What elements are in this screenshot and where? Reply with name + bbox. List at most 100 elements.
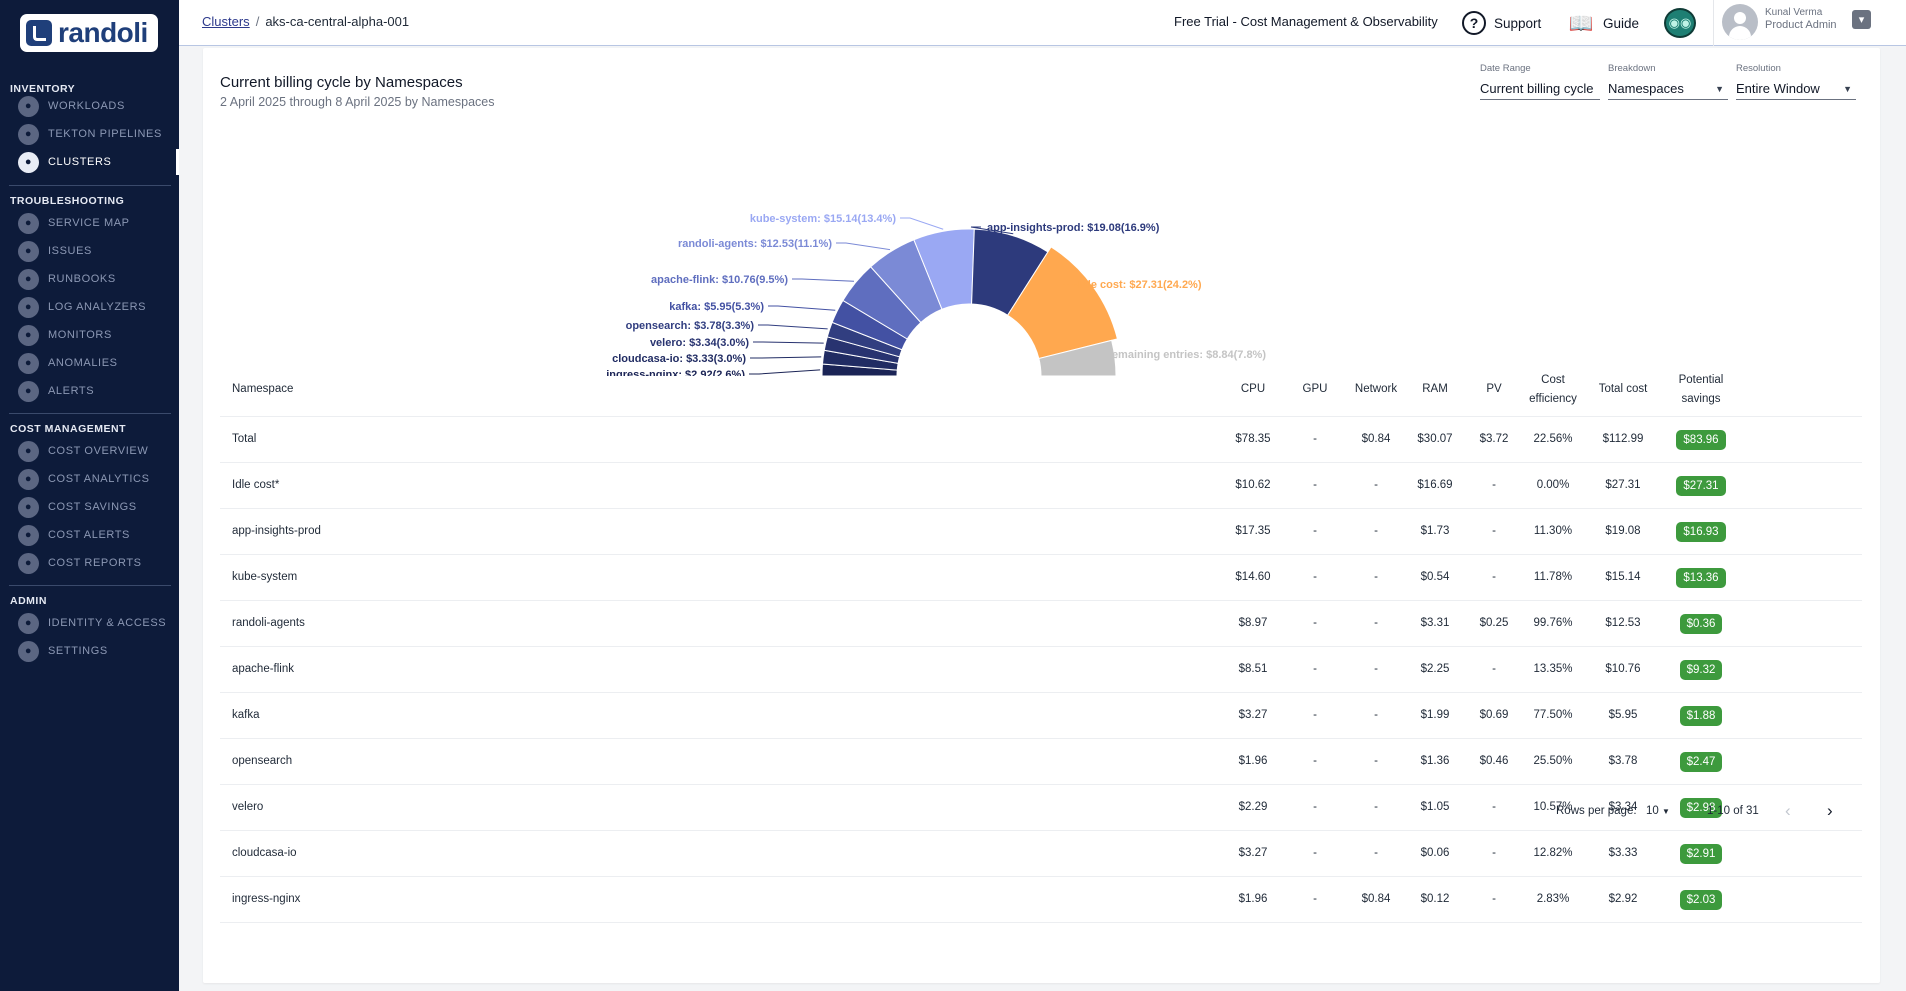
sidebar-item-label: TEKTON PIPELINES <box>48 128 162 140</box>
table-cell: $0.84 <box>1361 893 1391 905</box>
savings-badge: $9.32 <box>1679 659 1723 680</box>
table-cell: $1.99 <box>1420 709 1450 721</box>
pie-label-connector <box>1061 283 1095 286</box>
user-menu-chevron-icon[interactable]: ▾ <box>1852 10 1871 29</box>
pie-slice-idle-cost[interactable] <box>1006 246 1119 360</box>
sidebar-item-identity-access[interactable]: ● IDENTITY & ACCESS <box>0 610 179 636</box>
resolution-label: Resolution <box>1736 63 1781 74</box>
sidebar-item-label: ISSUES <box>48 245 92 257</box>
table-cell: - <box>1492 893 1496 905</box>
sidebar-item-workloads[interactable]: ● WORKLOADS <box>0 93 179 119</box>
table-row[interactable]: app-insights-prod $17.35 - - $1.73 - 11.30% $19… <box>220 509 1862 555</box>
table-cell: - <box>1492 847 1496 859</box>
sidebar-item-label: COST SAVINGS <box>48 501 137 513</box>
table-cell: - <box>1313 893 1317 905</box>
resolution-select[interactable]: Resolution Entire Window ▼ <box>1736 63 1856 100</box>
table-cell: kafka <box>232 709 260 721</box>
sidebar-item-issues[interactable]: ● ISSUES <box>0 238 179 264</box>
user-avatar[interactable] <box>1722 4 1758 40</box>
table-row[interactable]: Total $78.35 - $0.84 $30.07 $3.72 22.56% $112.9… <box>220 417 1862 463</box>
table-cell: $3.27 <box>1238 847 1268 859</box>
breakdown-select[interactable]: Breakdown Namespaces ▼ <box>1608 63 1728 100</box>
table-row[interactable]: kube-system $14.60 - - $0.54 - 11.78% $15.14 $13… <box>220 555 1862 601</box>
table-cell: app-insights-prod <box>232 525 321 537</box>
table-header-row: Namespace CPU GPU Network RAM PV Cost efficien… <box>220 363 1862 417</box>
table-row[interactable]: cloudcasa-io $3.27 - - $0.06 - 12.82% $3.33 $2.9… <box>220 831 1862 877</box>
issues-icon: ● <box>18 240 39 262</box>
sidebar-item-cost-savings[interactable]: ● COST SAVINGS <box>0 494 179 520</box>
nav-divider <box>9 413 171 414</box>
pie-slice-remaining-entries[interactable] <box>1038 339 1117 376</box>
sidebar-item-label: COST REPORTS <box>48 557 142 569</box>
sidebar-item-label: CLUSTERS <box>48 156 112 168</box>
sidebar-item-anomalies[interactable]: ● ANOMALIES <box>0 350 179 376</box>
savings-badge: $2.03 <box>1679 889 1723 910</box>
previous-page-button[interactable]: ‹ <box>1785 801 1791 820</box>
table-row[interactable]: opensearch $1.96 - - $1.36 $0.46 25.50% $3.78 $2… <box>220 739 1862 785</box>
sidebar-item-label: COST ANALYTICS <box>48 473 150 485</box>
savings-badge: $1.88 <box>1679 705 1723 726</box>
rows-per-page-select[interactable]: 10 ▼ <box>1646 805 1670 817</box>
sidebar-item-cost-reports[interactable]: ● COST REPORTS <box>0 550 179 576</box>
sidebar-item-alerts[interactable]: ● ALERTS <box>0 378 179 404</box>
sidebar-item-label: COST ALERTS <box>48 529 130 541</box>
sidebar-item-cost-analytics[interactable]: ● COST ANALYTICS <box>0 466 179 492</box>
pie-label-connector <box>753 341 824 344</box>
table-row[interactable]: velero $2.29 - - $1.05 - 10.57% $3.34 $2.98 <box>220 785 1862 831</box>
sidebar-item-runbooks[interactable]: ● RUNBOOKS <box>0 266 179 292</box>
table-cell: $0.36 <box>1666 601 1736 646</box>
table-row[interactable]: ingress-nginx $1.96 - $0.84 $0.12 - 2.83% $2.92… <box>220 877 1862 923</box>
table-row[interactable]: apache-flink $8.51 - - $2.25 - 13.35% $10.76 $9.… <box>220 647 1862 693</box>
sidebar-item-label: SETTINGS <box>48 645 108 657</box>
table-row[interactable]: randoli-agents $8.97 - - $3.31 $0.25 99.76% $12… <box>220 601 1862 647</box>
table-cell: - <box>1374 801 1378 813</box>
table-cell: $83.96 <box>1666 417 1736 462</box>
sidebar-item-monitors[interactable]: ● MONITORS <box>0 322 179 348</box>
support-button[interactable]: ? Support <box>1462 9 1541 37</box>
date-range-select[interactable]: Date Range Current billing cycle <box>1480 63 1600 100</box>
sidebar-item-service-map[interactable]: ● SERVICE MAP <box>0 210 179 236</box>
table-cell: $78.35 <box>1235 433 1271 445</box>
sidebar-item-log-analyzers[interactable]: ● LOG ANALYZERS <box>0 294 179 320</box>
table-row[interactable]: kafka $3.27 - - $1.99 $0.69 77.50% $5.95 $1.88 <box>220 693 1862 739</box>
table-cell: $2.29 <box>1238 801 1268 813</box>
sidebar-item-cost-overview[interactable]: ● COST OVERVIEW <box>0 438 179 464</box>
breadcrumb-clusters-link[interactable]: Clusters <box>202 14 250 29</box>
table-cell: - <box>1313 617 1317 629</box>
user-role: Product Admin <box>1765 19 1837 31</box>
table-cell: $3.72 <box>1479 433 1509 445</box>
column-header: Namespace <box>232 383 294 395</box>
column-header: CPU <box>1240 383 1266 395</box>
table-cell: $0.54 <box>1420 571 1450 583</box>
table-cell: $16.93 <box>1666 509 1736 554</box>
cost-half-donut-chart: ingress-nginx: $2.92(2.6%) cloudcasa-io: … <box>606 213 1266 376</box>
table-cell: $16.69 <box>1417 479 1453 491</box>
column-header: Network <box>1354 383 1398 395</box>
table-cell: $2.47 <box>1666 739 1736 784</box>
table-row[interactable]: Idle cost* $10.62 - - $16.69 - 0.00% $27.31 $27.… <box>220 463 1862 509</box>
sidebar-item-settings[interactable]: ● SETTINGS <box>0 638 179 664</box>
date-range-value: Current billing cycle <box>1480 81 1594 96</box>
table-cell: 0.00% <box>1536 479 1570 491</box>
sidebar-item-tekton-pipelines[interactable]: ● TEKTON PIPELINES <box>0 121 179 147</box>
breakdown-label: Breakdown <box>1608 63 1656 74</box>
column-header: GPU <box>1302 383 1328 395</box>
table-cell: $2.92 <box>1608 893 1638 905</box>
table-cell: $1.05 <box>1420 801 1450 813</box>
guide-label: Guide <box>1603 15 1640 31</box>
table-cell: $5.95 <box>1608 709 1638 721</box>
sidebar: randoli INVENTORY ● WORKLOADS ● TEKTON PIPEL… <box>0 0 179 991</box>
table-cell: $2.91 <box>1666 831 1736 876</box>
sidebar-item-cost-alerts[interactable]: ● COST ALERTS <box>0 522 179 548</box>
page-range-text: 1-10 of 31 <box>1707 805 1759 817</box>
pie-label: app-insights-prod: $19.08(16.9%) <box>987 222 1160 234</box>
table-cell: $1.88 <box>1666 693 1736 738</box>
chatbot-icon[interactable]: ◉◉ <box>1664 8 1696 38</box>
next-page-button[interactable]: › <box>1827 801 1833 820</box>
sidebar-item-clusters[interactable]: ● CLUSTERS <box>0 149 179 175</box>
table-cell: - <box>1492 801 1496 813</box>
table-cell: 13.35% <box>1533 663 1573 675</box>
guide-button[interactable]: 📖 Guide <box>1567 9 1639 37</box>
table-cell: $0.06 <box>1420 847 1450 859</box>
randoli-logo[interactable]: randoli <box>20 14 158 52</box>
